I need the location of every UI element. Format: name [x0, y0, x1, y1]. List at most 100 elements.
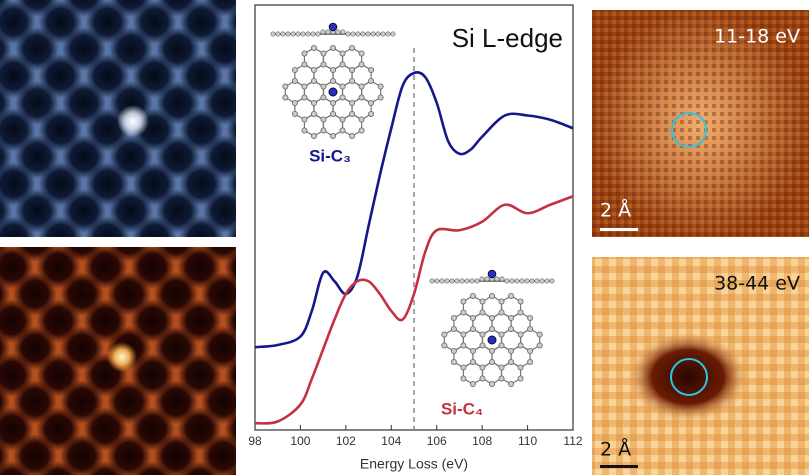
atom: [326, 30, 330, 34]
atom: [330, 111, 335, 116]
atom: [306, 32, 310, 36]
atom: [489, 293, 494, 298]
atom: [330, 133, 335, 138]
atom: [518, 365, 523, 370]
atom: [470, 359, 475, 364]
atom: [470, 348, 475, 353]
atom: [291, 32, 295, 36]
atom: [470, 315, 475, 320]
atom: [369, 100, 374, 105]
atom: [485, 277, 489, 281]
atom: [336, 30, 340, 34]
atom: [302, 62, 307, 67]
atom: [349, 100, 354, 105]
atom: [330, 78, 335, 83]
atom: [381, 32, 385, 36]
x-tick-label: 104: [381, 434, 401, 448]
atom: [316, 32, 320, 36]
atom: [301, 32, 305, 36]
atom: [480, 365, 485, 370]
atom: [283, 95, 288, 100]
atom: [537, 343, 542, 348]
atom: [460, 279, 464, 283]
chart-title: Si L-edge: [452, 23, 563, 53]
atom: [292, 67, 297, 72]
atom: [311, 111, 316, 116]
atom: [321, 62, 326, 67]
atom: [302, 51, 307, 56]
atom: [359, 117, 364, 122]
atom: [470, 381, 475, 386]
atom: [321, 30, 325, 34]
atom: [330, 45, 335, 50]
atom: [470, 326, 475, 331]
atom: [340, 84, 345, 89]
atom: [371, 32, 375, 36]
x-tick-label: 102: [336, 434, 356, 448]
atom: [311, 100, 316, 105]
atom: [445, 279, 449, 283]
haadf-image: [0, 0, 236, 237]
atom: [480, 299, 485, 304]
atom: [311, 67, 316, 72]
atom: [361, 32, 365, 36]
si-atom: [329, 88, 337, 96]
atom: [311, 45, 316, 50]
atom: [489, 315, 494, 320]
atom: [489, 359, 494, 364]
atom: [271, 32, 275, 36]
atom: [450, 279, 454, 283]
atom: [292, 100, 297, 105]
x-axis-label: Energy Loss (eV): [360, 456, 468, 472]
atom: [461, 376, 466, 381]
scale-bar-label: 2 Å: [600, 438, 631, 461]
atom: [376, 32, 380, 36]
atom: [515, 279, 519, 283]
atom: [530, 279, 534, 283]
atom: [537, 332, 542, 337]
panel-label: 11-18 eV: [714, 26, 800, 48]
atom: [292, 78, 297, 83]
atom: [535, 279, 539, 283]
atom: [489, 348, 494, 353]
atom: [302, 95, 307, 100]
x-tick-label: 106: [427, 434, 447, 448]
atom: [349, 133, 354, 138]
atom: [480, 343, 485, 348]
atom: [283, 84, 288, 89]
atom: [508, 315, 513, 320]
atom: [508, 293, 513, 298]
atom: [540, 279, 544, 283]
atom: [321, 51, 326, 56]
atom: [359, 128, 364, 133]
x-tick-label: 112: [563, 434, 582, 448]
atom: [461, 332, 466, 337]
eels-map: [0, 247, 236, 475]
scale-bar-label: 2 Å: [600, 199, 631, 222]
x-tick-label: 110: [518, 434, 537, 448]
atom: [386, 32, 390, 36]
atom: [349, 45, 354, 50]
atom: [340, 128, 345, 133]
atom: [528, 326, 533, 331]
atom: [461, 299, 466, 304]
atom: [286, 32, 290, 36]
atom: [321, 117, 326, 122]
atom: [359, 95, 364, 100]
atom: [356, 32, 360, 36]
atom: [499, 376, 504, 381]
atom: [500, 277, 504, 281]
atom: [461, 365, 466, 370]
panel-label: 38-44 eV: [714, 273, 800, 295]
atom: [518, 343, 523, 348]
atom: [470, 293, 475, 298]
atom: [528, 359, 533, 364]
atom: [528, 348, 533, 353]
atom: [480, 277, 484, 281]
si-atom: [488, 270, 496, 278]
atom: [499, 310, 504, 315]
atom: [455, 279, 459, 283]
atom: [508, 326, 513, 331]
atom: [480, 310, 485, 315]
atom: [518, 310, 523, 315]
